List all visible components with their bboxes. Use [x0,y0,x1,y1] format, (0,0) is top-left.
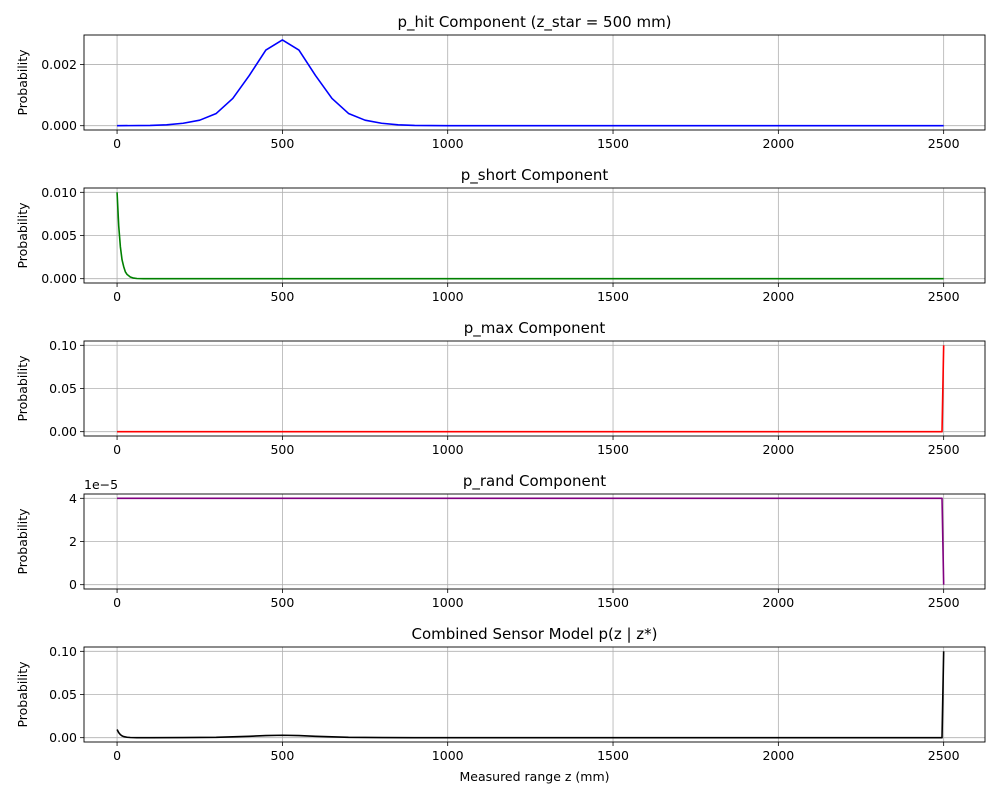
x-tick-label: 1500 [597,289,629,304]
x-tick-label: 1000 [432,595,464,610]
x-tick-label: 500 [270,595,294,610]
y-tick-label: 0.002 [41,57,77,72]
y-tick-label: 0 [69,577,77,592]
axes-frame [83,646,986,743]
chart-title: p_hit Component (z_star = 500 mm) [397,13,671,32]
x-axis-label: Measured range z (mm) [460,769,610,784]
x-tick-label: 0 [113,595,121,610]
series-line-4-1 [117,497,945,585]
x-tick-label: 0 [113,748,121,763]
chart-panel-5: 0 500 1000 1500 2000 2500 0.00 0.05 0.10 Combined… [15,625,986,784]
y-tick-label: 0.10 [49,644,77,659]
y-axis-label: Probability [15,355,30,422]
y-axis-label: Probability [15,508,30,575]
y-tick-label: 0.000 [41,118,77,133]
x-tick-label: 0 [113,442,121,457]
axes-frame [83,187,986,284]
chart-title: p_max Component [464,319,606,338]
x-tick-label: 0 [113,136,121,151]
x-tick-label: 2000 [762,748,794,763]
x-tick-label: 1500 [597,595,629,610]
x-tick-label: 500 [270,748,294,763]
series-line-5-1 [116,651,945,739]
x-tick-label: 1500 [597,442,629,457]
x-tick-label: 2000 [762,442,794,457]
y-tick-label: 0.05 [49,381,77,396]
y-axis-label: Probability [15,202,30,269]
x-tick-label: 1000 [432,748,464,763]
chart-title: p_short Component [461,166,609,185]
x-tick-label: 500 [270,289,294,304]
axes-frame [83,34,986,131]
axes-frame [83,340,986,437]
x-tick-label: 2500 [928,748,960,763]
x-tick-label: 2500 [928,289,960,304]
x-tick-label: 2000 [762,136,794,151]
x-tick-label: 2000 [762,289,794,304]
x-tick-label: 1500 [597,748,629,763]
series-line-3-1 [117,345,945,433]
x-tick-label: 500 [270,136,294,151]
x-tick-label: 1000 [432,136,464,151]
x-tick-label: 1500 [597,136,629,151]
y-tick-label: 0.00 [49,424,77,439]
y-tick-label: 0.010 [41,185,77,200]
y-tick-label: 2 [69,534,77,549]
y-tick-label: 0.10 [49,338,77,353]
x-tick-label: 2500 [928,442,960,457]
chart-panel-4: 0 500 1000 1500 2000 2500 0 2 4 p_rand Component P… [15,472,986,610]
y-tick-label: 0.00 [49,730,77,745]
y-tick-label: 4 [69,491,77,506]
x-tick-label: 2500 [928,595,960,610]
y-tick-label: 0.000 [41,271,77,286]
y-offset-label: 1e−5 [84,477,118,492]
y-tick-label: 0.05 [49,687,77,702]
x-tick-label: 2500 [928,136,960,151]
x-tick-label: 500 [270,442,294,457]
chart-panel-1: 0 500 1000 1500 2000 2500 0.000 0.002 p_hit Comp… [15,13,986,151]
y-axis-label: Probability [15,661,30,728]
series-line-1-1 [117,39,944,127]
chart-title: Combined Sensor Model p(z | z*) [411,625,657,643]
chart-title: p_rand Component [463,472,606,491]
series-line-2-1 [116,192,944,280]
chart-panel-3: 0 500 1000 1500 2000 2500 0.00 0.05 0.10 p_max Co… [15,319,986,457]
x-tick-label: 2000 [762,595,794,610]
x-tick-label: 1000 [432,289,464,304]
x-tick-label: 1000 [432,442,464,457]
x-tick-label: 0 [113,289,121,304]
axes-frame [83,493,986,590]
y-tick-label: 0.005 [41,228,77,243]
chart-panel-2: 0 500 1000 1500 2000 2500 0.000 0.005 0.010 p_sho… [15,166,986,304]
y-axis-label: Probability [15,49,30,116]
